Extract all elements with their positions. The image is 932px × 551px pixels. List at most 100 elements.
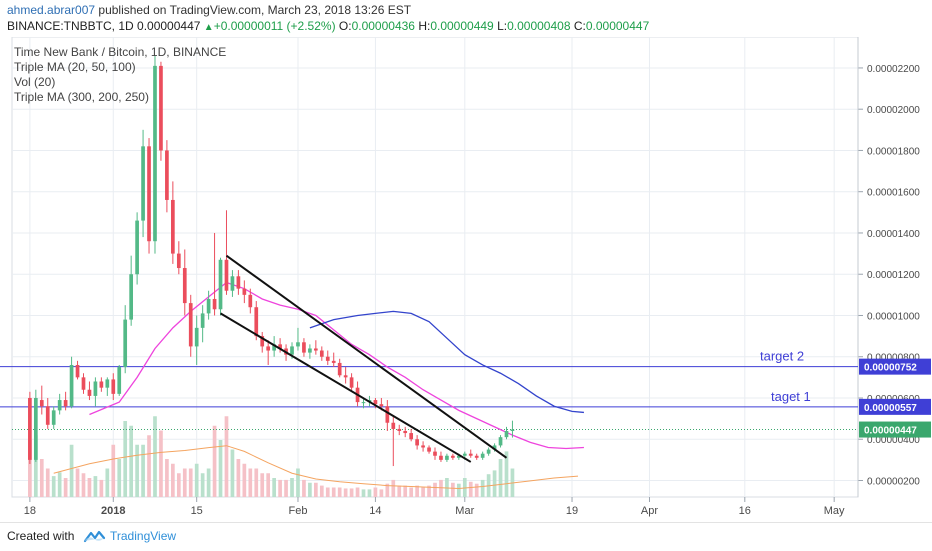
- volume-bar: [284, 479, 288, 497]
- volume-bar: [117, 459, 122, 497]
- volume-bar: [504, 451, 509, 497]
- candle-body: [319, 350, 324, 357]
- candle-body: [165, 150, 169, 200]
- volume-bar: [474, 483, 479, 497]
- candle-body: [325, 356, 330, 361]
- y-tick-label: 0.00000400: [867, 435, 920, 446]
- candle-body: [194, 327, 199, 347]
- volume-bar: [325, 487, 330, 497]
- volume-bar: [159, 430, 163, 497]
- close-label: C:: [573, 19, 586, 33]
- volume-bar: [260, 473, 265, 497]
- volume-bar: [266, 473, 271, 497]
- volume-bar: [63, 478, 68, 497]
- open-value: 0.00000436: [351, 19, 415, 33]
- low-value: 0.00000408: [507, 19, 571, 33]
- volume-bar: [248, 468, 253, 497]
- legend-vol: Vol (20): [14, 75, 56, 89]
- candle-body: [278, 344, 282, 349]
- author-link[interactable]: ahmed.abrar007: [7, 3, 96, 17]
- published-text: published on TradingView.com, March 23, …: [98, 3, 412, 17]
- close-value: 0.00000447: [585, 19, 650, 33]
- tradingview-brand[interactable]: TradingView: [110, 529, 177, 543]
- candle-body: [433, 451, 437, 456]
- candle-body: [135, 220, 139, 275]
- volume-bar: [391, 479, 396, 497]
- candle-body: [409, 433, 414, 440]
- candle-body: [373, 400, 378, 405]
- candle-body: [272, 344, 276, 351]
- price-chart[interactable]: 0.000002000.000004000.000006000.00000800…: [0, 37, 932, 522]
- volume-bar: [480, 479, 485, 497]
- volume-bar: [218, 440, 223, 497]
- volume-bar: [349, 488, 354, 497]
- high-value: 0.00000449: [430, 19, 494, 33]
- volume-bar: [397, 485, 402, 497]
- volume-bar: [421, 487, 425, 497]
- volume-bar: [373, 487, 378, 497]
- volume-bar: [153, 416, 157, 497]
- candle-body: [93, 381, 98, 396]
- volume-bar: [188, 468, 193, 497]
- x-tick-label: Mar: [455, 505, 474, 517]
- tradingview-logo-icon: [83, 530, 106, 543]
- y-tick-label: 0.00001800: [867, 146, 920, 157]
- candle-body: [75, 364, 80, 378]
- candle-body: [159, 65, 163, 151]
- candle-body: [218, 259, 223, 310]
- volume-bar: [361, 489, 366, 497]
- candle-body: [45, 406, 50, 425]
- volume-bar: [343, 488, 348, 497]
- candle-body: [302, 342, 306, 353]
- volume-bar: [337, 487, 342, 497]
- candle-body: [290, 346, 294, 355]
- candle-body: [498, 437, 503, 446]
- candle-body: [39, 400, 44, 407]
- target-price-tag: [859, 398, 931, 415]
- volume-bar: [135, 444, 139, 497]
- candle-body: [427, 447, 431, 452]
- ohlc-line: BINANCE:TNBBTC, 1D 0.00000447 ▲+0.000000…: [7, 19, 649, 33]
- volume-bar: [206, 468, 211, 497]
- candle-body: [171, 199, 175, 254]
- volume-bar: [28, 440, 32, 497]
- volume-bar: [141, 444, 145, 497]
- candle-body: [439, 455, 443, 460]
- volume-bar: [171, 463, 175, 497]
- published-line: ahmed.abrar007 published on TradingView.…: [7, 3, 411, 17]
- volume-bar: [129, 425, 134, 497]
- volume-bar: [242, 463, 247, 497]
- high-label: H:: [418, 19, 431, 33]
- volume-bar: [57, 472, 62, 497]
- candle-body: [343, 375, 348, 378]
- volume-bar: [33, 435, 38, 497]
- y-tick-label: 0.00000800: [867, 353, 920, 364]
- candle-body: [200, 313, 205, 328]
- target-label: target 2: [760, 349, 804, 364]
- volume-bar: [439, 479, 443, 497]
- volume-bar: [51, 476, 56, 497]
- volume-bar: [278, 479, 282, 497]
- candle-body: [63, 400, 68, 407]
- volume-bar: [331, 487, 336, 497]
- volume-bar: [313, 482, 318, 497]
- volume-bar: [105, 468, 110, 497]
- chart-area[interactable]: 0.000002000.000004000.000006000.00000800…: [0, 37, 932, 522]
- candle-body: [266, 346, 271, 351]
- candle-body: [141, 146, 145, 221]
- candle-body: [224, 259, 229, 291]
- volume-bar: [403, 485, 408, 497]
- volume-bar: [39, 459, 44, 497]
- volume-bar: [93, 476, 98, 497]
- candle-body: [236, 276, 241, 289]
- candle-body: [242, 288, 247, 295]
- candle-body: [486, 449, 491, 454]
- candle-body: [403, 430, 408, 434]
- candle-body: [230, 276, 235, 291]
- candle-body: [99, 381, 104, 388]
- volume-bar: [456, 483, 461, 497]
- ma-50-line: [309, 310, 584, 414]
- current-price-tag: [859, 421, 931, 438]
- footer: Created with TradingView: [0, 522, 932, 551]
- volume-bar: [224, 416, 229, 497]
